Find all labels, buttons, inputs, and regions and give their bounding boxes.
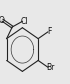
Text: F: F [47, 27, 51, 36]
Text: O: O [0, 16, 5, 25]
Text: Br: Br [46, 63, 54, 72]
Text: Cl: Cl [20, 17, 28, 26]
